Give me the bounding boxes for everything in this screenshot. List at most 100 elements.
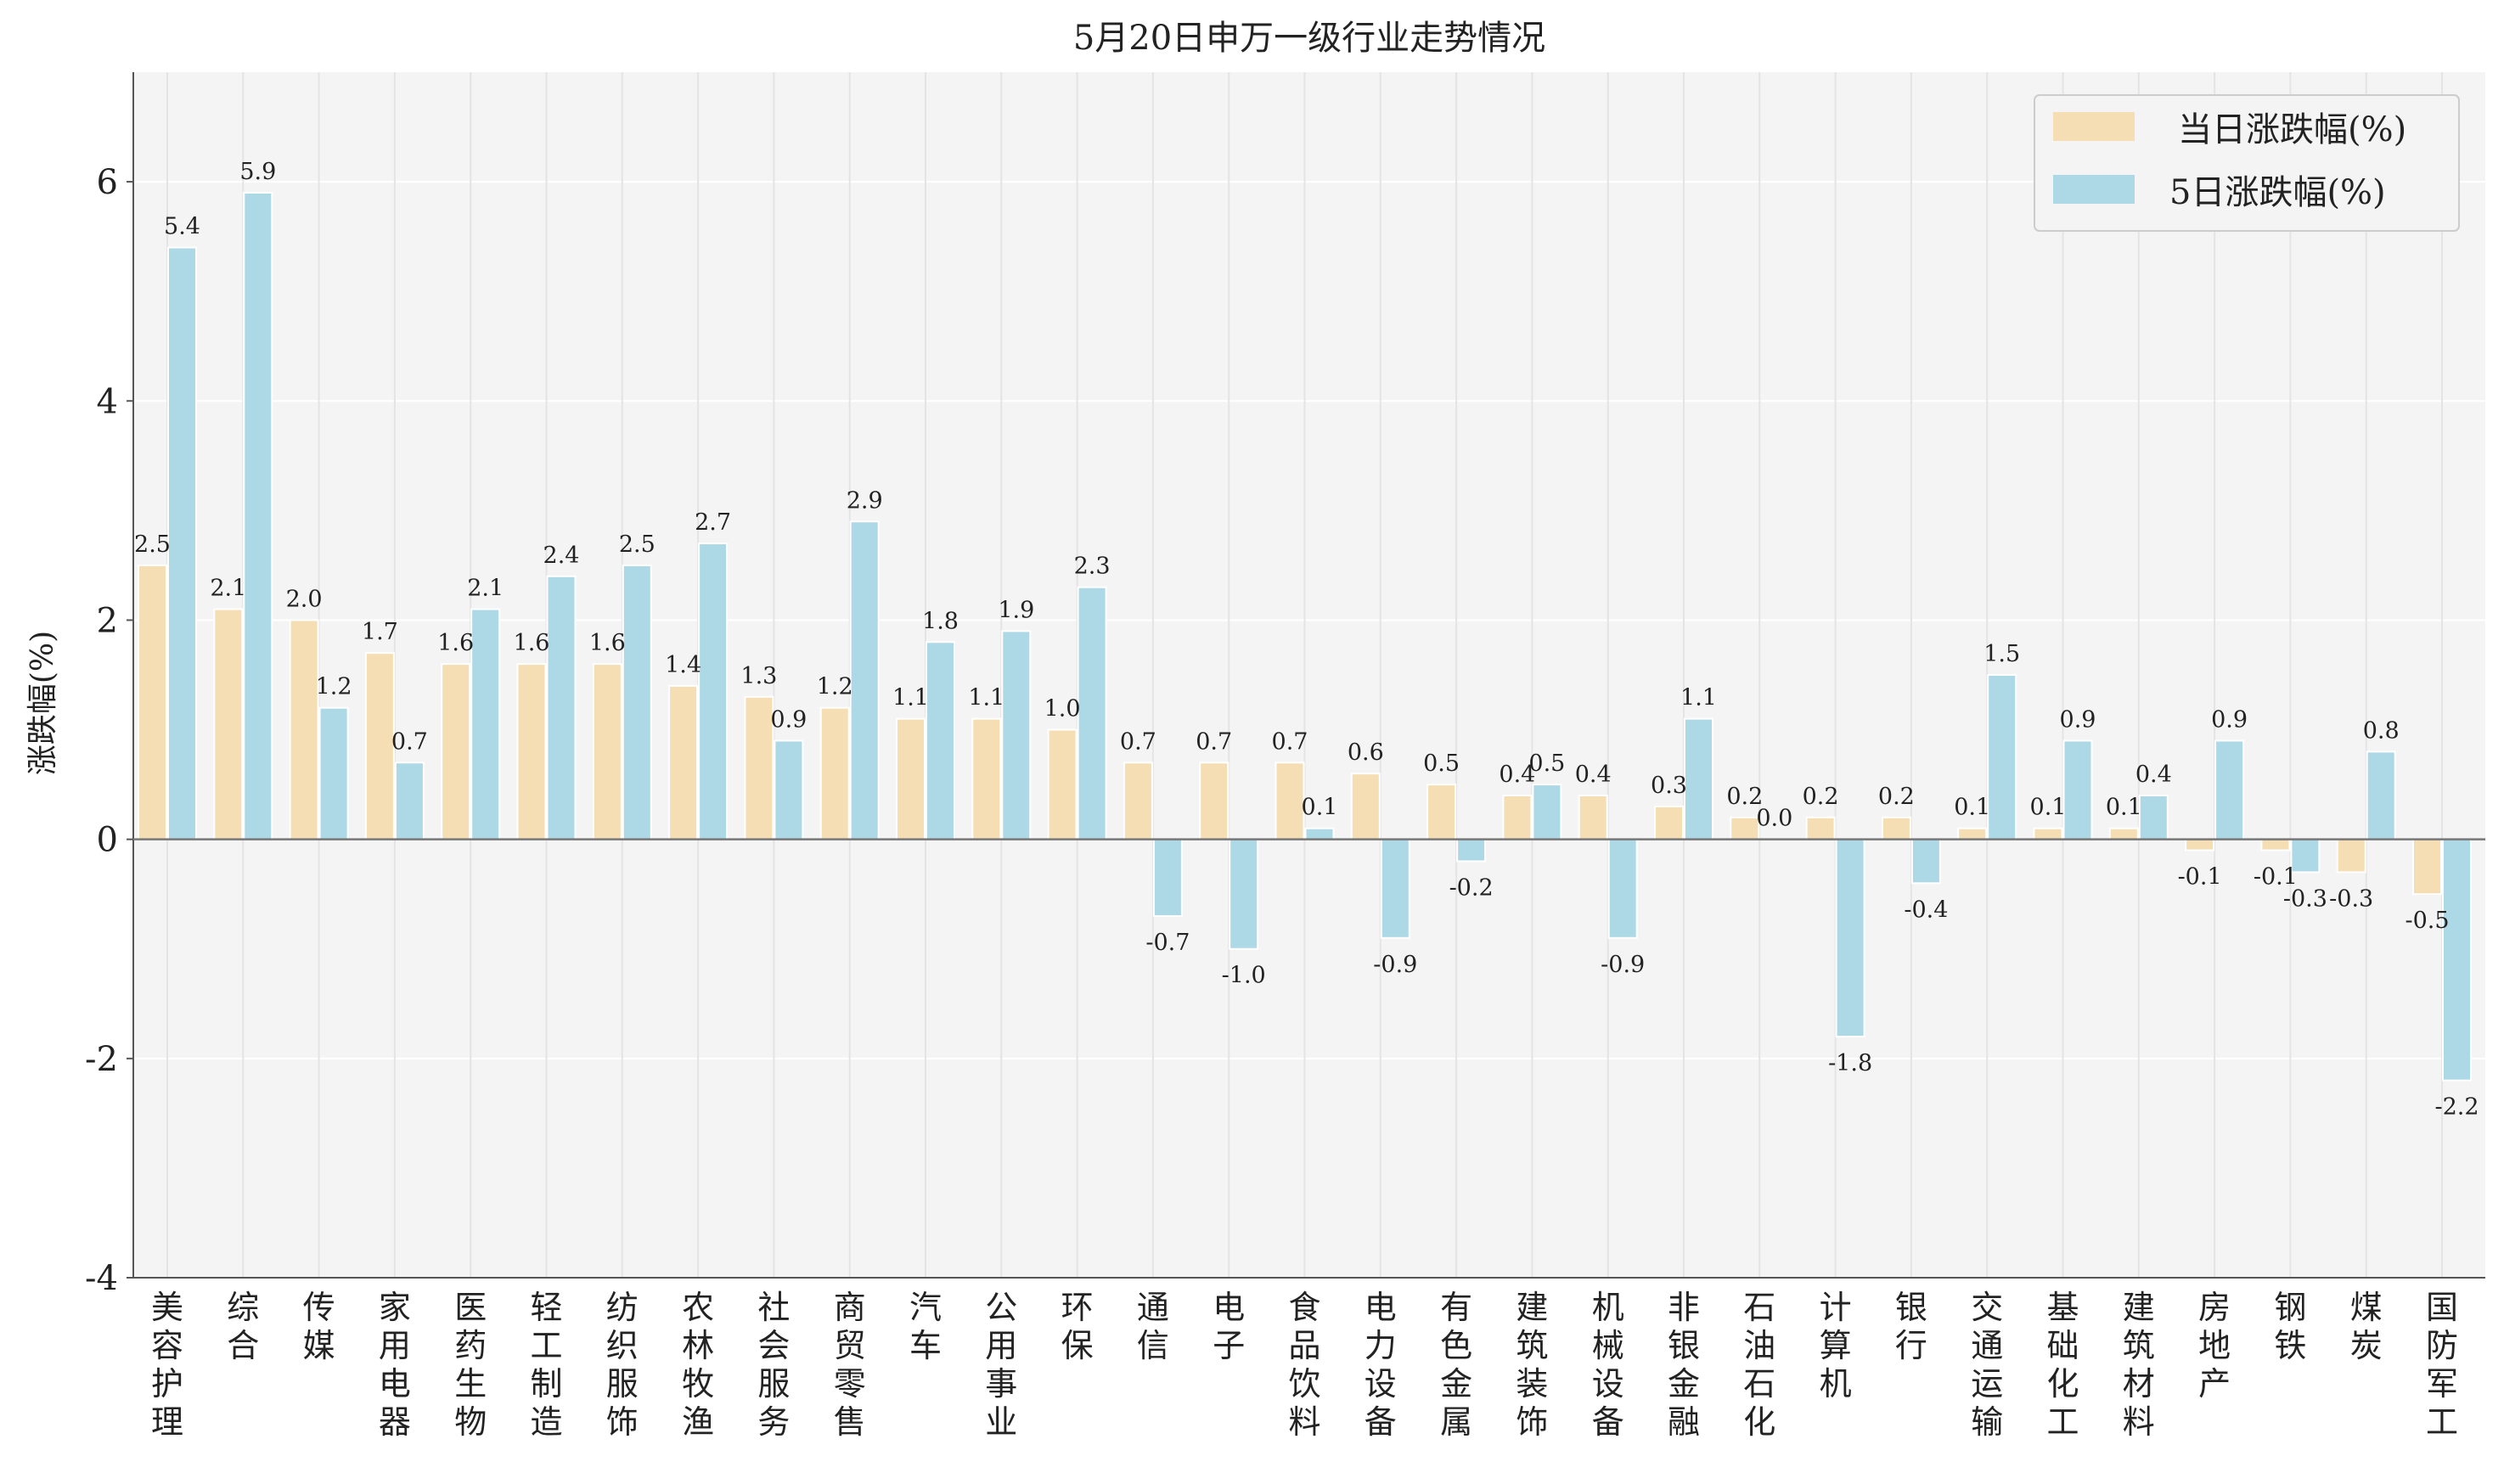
data-label-5day: -0.4 bbox=[1904, 897, 1948, 923]
legend-label-daily: 当日涨跌幅(%) bbox=[2178, 110, 2406, 149]
bar-daily bbox=[2033, 827, 2063, 840]
data-label-5day: 2.4 bbox=[543, 542, 580, 569]
bar-5day bbox=[1229, 838, 1259, 950]
x-tick-label: 房地产 bbox=[2198, 1289, 2231, 1402]
data-label-daily: -0.5 bbox=[2405, 908, 2449, 934]
data-label-daily: 1.6 bbox=[437, 630, 474, 656]
bar-5day bbox=[1152, 838, 1183, 917]
data-label-daily: 0.6 bbox=[1348, 739, 1384, 766]
bar-daily bbox=[1654, 805, 1684, 840]
bar-daily bbox=[2336, 838, 2366, 874]
x-tick-label: 社会服务 bbox=[757, 1289, 790, 1441]
bar-daily bbox=[364, 652, 395, 840]
data-label-5day: -1.0 bbox=[1222, 963, 1266, 989]
data-label-5day: 0.4 bbox=[2135, 762, 2172, 788]
x-tick-label: 电子 bbox=[1213, 1289, 1245, 1364]
bar-daily bbox=[1047, 728, 1078, 840]
bar-5day bbox=[1684, 717, 1713, 840]
bar-5day bbox=[1001, 630, 1032, 840]
data-label-5day: 5.4 bbox=[164, 214, 200, 240]
data-label-daily: 1.1 bbox=[892, 685, 929, 711]
bar-5day bbox=[774, 739, 804, 840]
data-label-5day: -0.9 bbox=[1601, 952, 1645, 978]
bars bbox=[138, 192, 2472, 1082]
bar-daily bbox=[1578, 795, 1608, 840]
x-tick-label: 计算机 bbox=[1820, 1289, 1852, 1402]
bar-daily bbox=[138, 564, 167, 840]
bar-5day bbox=[1456, 838, 1487, 863]
x-tick-label: 农林牧渔 bbox=[682, 1289, 714, 1441]
y-tick-label: 4 bbox=[97, 382, 118, 421]
bar-daily bbox=[1805, 816, 1836, 840]
bar-5day bbox=[2214, 739, 2245, 840]
x-tick-label: 钢铁 bbox=[2274, 1289, 2306, 1364]
bar-daily bbox=[668, 684, 699, 840]
data-label-5day: 0.8 bbox=[2363, 717, 2400, 744]
x-tick-label: 通信 bbox=[1137, 1289, 1169, 1364]
bar-5day bbox=[2290, 838, 2321, 874]
x-tick-label: 非银金融 bbox=[1668, 1289, 1700, 1441]
x-tick-label: 电力设备 bbox=[1365, 1289, 1397, 1441]
bar-5day bbox=[318, 706, 349, 840]
legend-label-5day: 5日涨跌幅(%) bbox=[2169, 173, 2386, 212]
data-label-5day: 0.9 bbox=[2211, 706, 2248, 733]
data-label-daily: 0.2 bbox=[1878, 784, 1915, 810]
bar-5day bbox=[1077, 586, 1107, 840]
data-label-daily: 0.4 bbox=[1575, 762, 1612, 788]
x-tick-label: 建筑材料 bbox=[2123, 1289, 2155, 1441]
data-label-daily: -0.1 bbox=[2178, 864, 2222, 891]
bar-daily bbox=[592, 663, 622, 840]
bar-5day bbox=[2138, 795, 2169, 840]
bar-daily bbox=[1881, 816, 1911, 840]
data-label-daily: 1.0 bbox=[1044, 696, 1081, 722]
y-tick-label: -4 bbox=[85, 1259, 118, 1298]
data-label-daily: 1.2 bbox=[817, 674, 853, 700]
data-label-5day: 1.2 bbox=[316, 674, 352, 700]
chart-title: 5月20日申万一级行业走势情况 bbox=[1073, 19, 1545, 58]
x-tick-label: 综合 bbox=[227, 1289, 259, 1364]
bar-daily bbox=[2108, 827, 2139, 840]
bar-daily bbox=[744, 695, 774, 840]
bar-5day bbox=[1380, 838, 1410, 939]
axes bbox=[132, 72, 2485, 1279]
x-tick-label: 石油石化 bbox=[1743, 1289, 1775, 1441]
data-label-5day: -0.3 bbox=[2283, 885, 2327, 912]
bar-daily bbox=[2185, 838, 2215, 852]
y-tick-label: 6 bbox=[97, 163, 118, 202]
x-tick-label: 交通运输 bbox=[1971, 1289, 2003, 1441]
data-label-daily: 0.3 bbox=[1651, 773, 1687, 799]
bar-daily bbox=[213, 608, 244, 840]
x-tick-label: 纺织服饰 bbox=[606, 1289, 639, 1441]
data-label-daily: 0.5 bbox=[1423, 750, 1460, 777]
bar-daily bbox=[289, 619, 319, 840]
bar-5day bbox=[2366, 750, 2396, 840]
bar-5day bbox=[470, 608, 501, 840]
bar-5day bbox=[1532, 784, 1562, 840]
x-tick-label: 公用事业 bbox=[985, 1289, 1017, 1441]
data-label-daily: 0.2 bbox=[1726, 784, 1763, 810]
bar-5day bbox=[622, 564, 652, 840]
bar-5day bbox=[849, 520, 880, 840]
x-tick-label: 有色金属 bbox=[1440, 1289, 1472, 1441]
data-label-5day: 2.3 bbox=[1074, 554, 1111, 580]
x-tick-label: 环保 bbox=[1061, 1289, 1094, 1364]
data-label-daily: 0.7 bbox=[1120, 728, 1156, 755]
data-label-daily: 0.1 bbox=[2030, 795, 2067, 821]
data-label-daily: 2.5 bbox=[134, 531, 171, 558]
x-tick-label: 商贸零售 bbox=[834, 1289, 866, 1441]
bar-daily bbox=[2412, 838, 2442, 896]
data-label-5day: 0.0 bbox=[1756, 806, 1792, 832]
data-labels: 2.5 5.4 2.1 5.9 2.0 1.2 1.7 0.7 1.6 2.1 1.6 2.4 1.6 2… bbox=[134, 159, 2479, 1121]
data-label-5day: 2.9 bbox=[847, 487, 883, 514]
data-label-5day: -0.2 bbox=[1449, 874, 1494, 901]
x-tick-label: 汽车 bbox=[909, 1289, 942, 1364]
bar-5day bbox=[243, 192, 273, 840]
bar-daily bbox=[441, 663, 471, 840]
x-tick-label: 医药生物 bbox=[454, 1289, 487, 1441]
bar-daily bbox=[1350, 773, 1381, 840]
data-label-5day: 1.5 bbox=[1984, 641, 2020, 667]
bar-5day bbox=[926, 641, 955, 840]
data-label-5day: 1.1 bbox=[1680, 685, 1717, 711]
